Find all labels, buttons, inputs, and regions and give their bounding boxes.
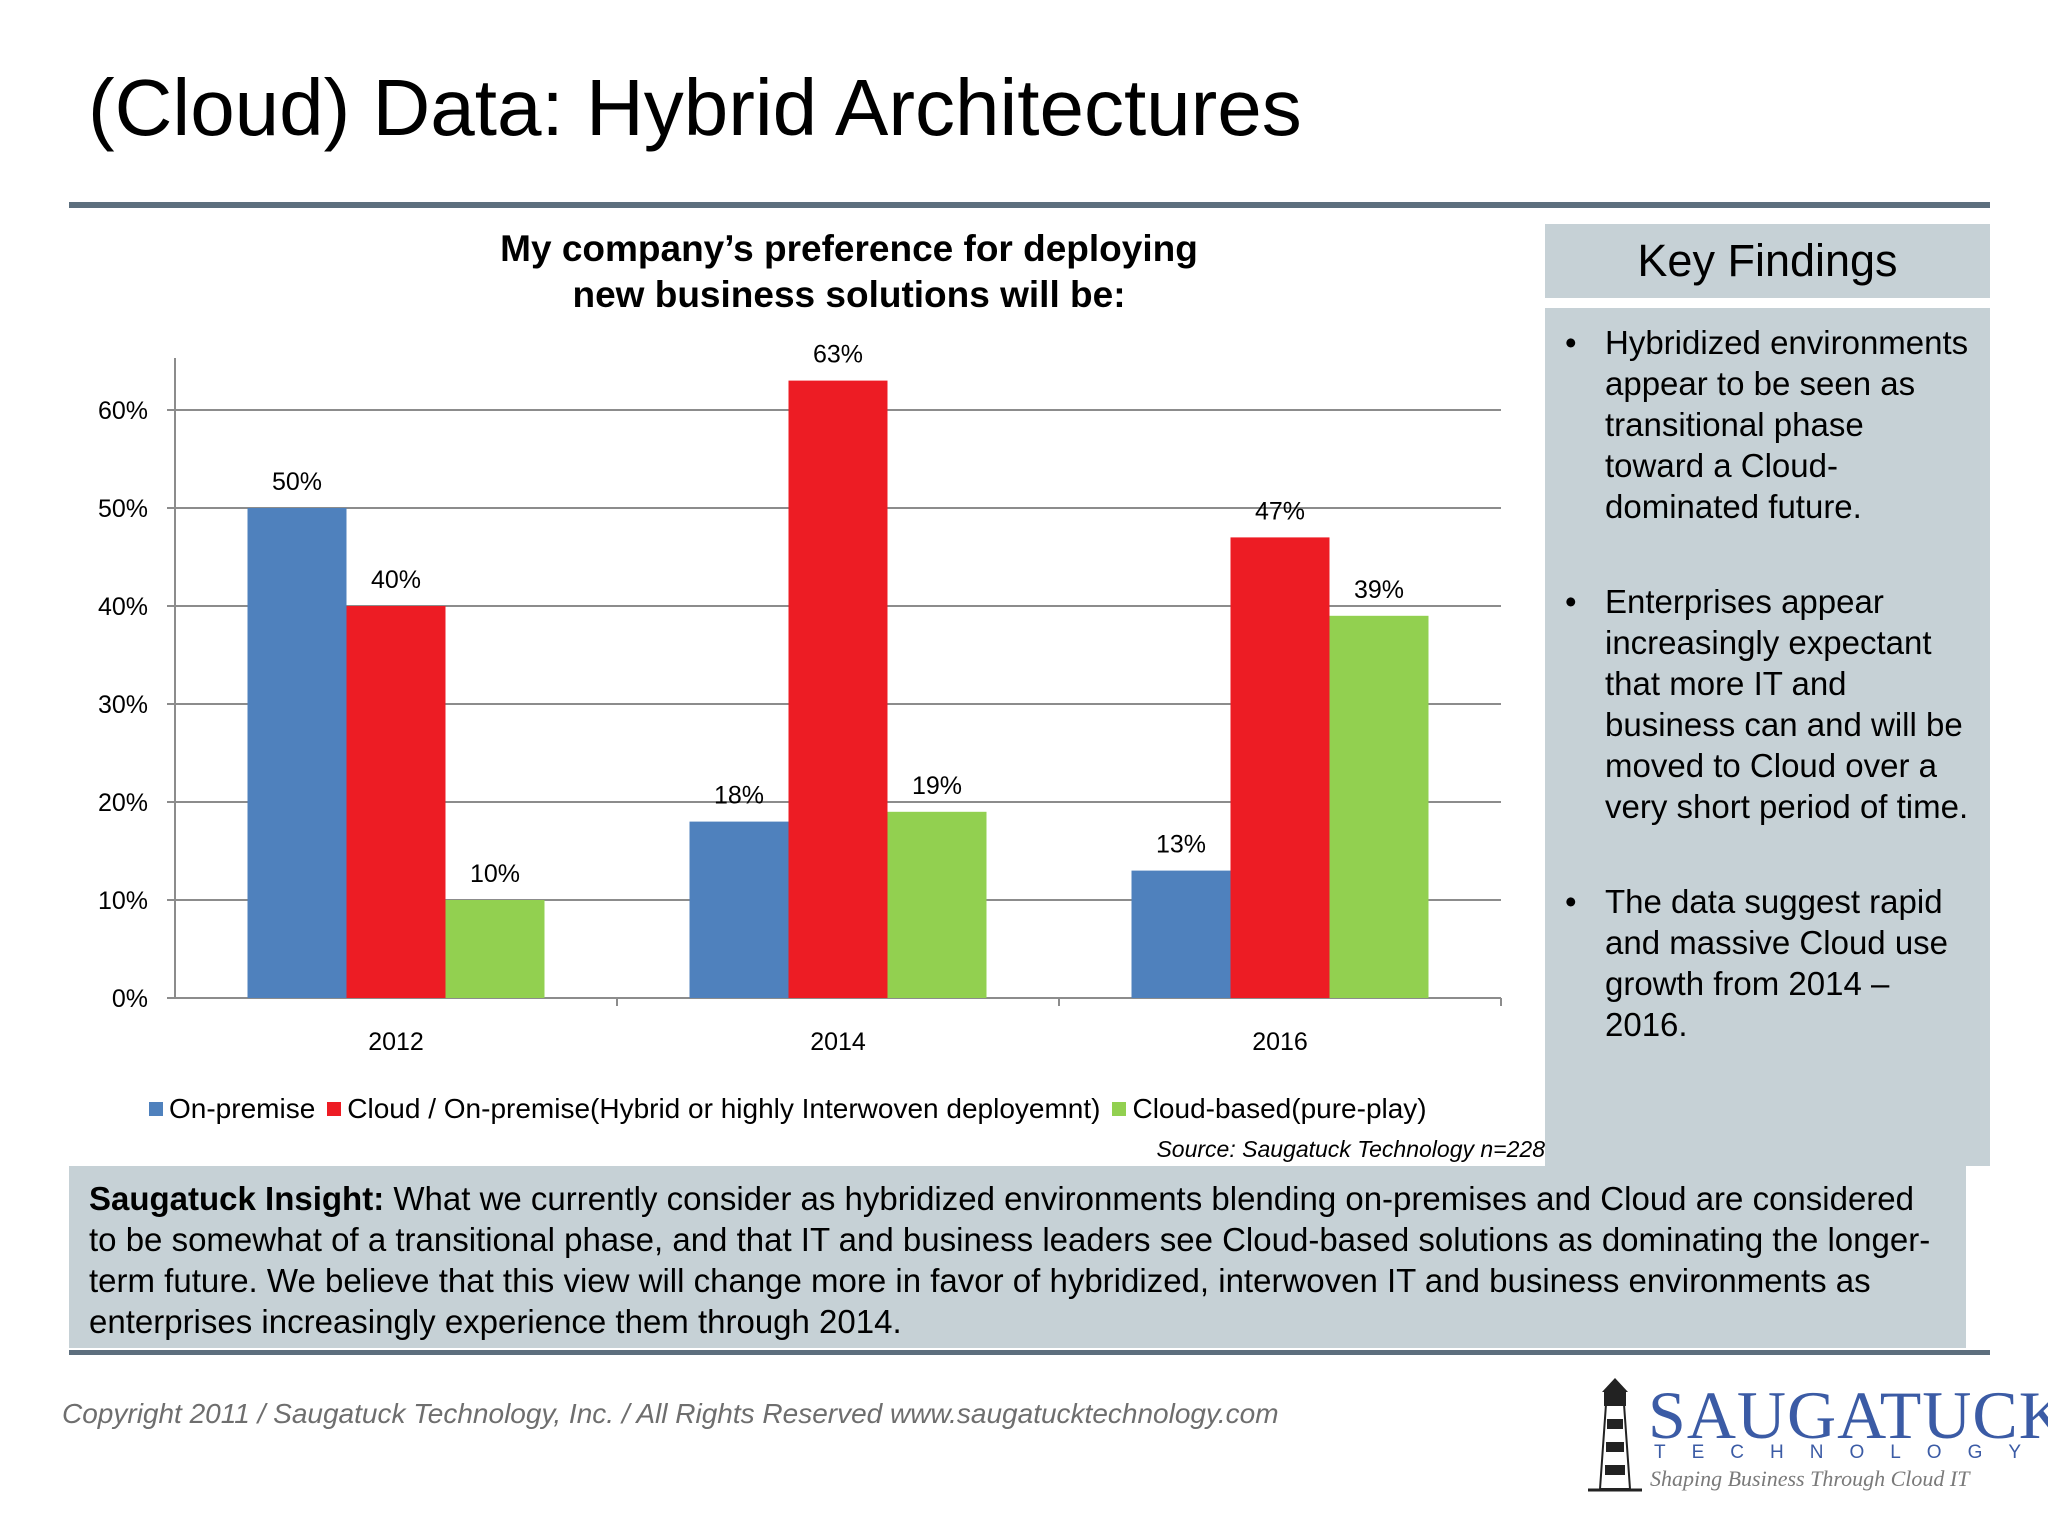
finding-item: • Enterprises appear increasingly expecta… — [1565, 581, 1970, 827]
data-label: 18% — [714, 782, 764, 810]
y-tick-label: 20% — [98, 789, 148, 817]
legend-item: Cloud-based(pure-play) — [1112, 1093, 1427, 1125]
y-tick-label: 30% — [98, 691, 148, 719]
slide-title: (Cloud) Data: Hybrid Architectures — [88, 63, 1302, 152]
bar — [1131, 870, 1231, 998]
bullet-icon: • — [1565, 883, 1577, 920]
legend-swatch — [1112, 1102, 1127, 1116]
data-label: 63% — [813, 341, 863, 369]
legend-item: Cloud / On-premise(Hybrid or highly Inte… — [327, 1093, 1100, 1125]
x-tick-label: 2014 — [810, 1028, 866, 1056]
legend-label: Cloud-based(pure-play) — [1132, 1093, 1427, 1124]
chart-legend: On-premise Cloud / On-premise(Hybrid or h… — [149, 1093, 1439, 1125]
legend-item: On-premise — [149, 1093, 315, 1125]
finding-item: • Hybridized environments appear to be se… — [1565, 322, 1970, 527]
legend-label: On-premise — [169, 1093, 316, 1124]
logo-wordmark: SAUGATUCK — [1648, 1377, 2048, 1453]
legend-swatch — [327, 1102, 342, 1116]
title-divider — [69, 202, 1990, 208]
key-findings-panel: • Hybridized environments appear to be se… — [1545, 308, 1990, 1166]
data-label: 40% — [371, 566, 421, 594]
bar — [1230, 537, 1330, 998]
lighthouse-icon — [1588, 1378, 1642, 1492]
key-findings-header: Key Findings — [1545, 224, 1990, 298]
insight-label: Saugatuck Insight: — [89, 1180, 385, 1217]
logo-tagline: Shaping Business Through Cloud IT — [1650, 1466, 1970, 1491]
bar — [247, 508, 347, 998]
x-tick-label: 2016 — [1252, 1028, 1308, 1056]
y-tick-label: 60% — [98, 397, 148, 425]
y-tick-label: 10% — [98, 887, 148, 915]
data-label: 39% — [1354, 576, 1404, 604]
finding-item: • The data suggest rapid and massive Clou… — [1565, 881, 1970, 1045]
x-tick-label: 2012 — [368, 1028, 424, 1056]
bar — [788, 380, 888, 999]
insight-box: Saugatuck Insight: What we currently con… — [69, 1166, 1966, 1348]
finding-text: Hybridized environments appear to be see… — [1605, 324, 1969, 525]
chart-area: My company’s preference for deploying ne… — [69, 218, 1545, 1166]
insight-divider — [69, 1350, 1990, 1355]
bar — [445, 900, 545, 998]
insight-text: What we currently consider as hybridized… — [89, 1180, 1931, 1340]
bar — [1329, 615, 1429, 998]
finding-text: Enterprises appear increasingly expectan… — [1605, 583, 1969, 825]
data-label: 13% — [1156, 831, 1206, 859]
bar — [346, 606, 446, 998]
finding-text: The data suggest rapid and massive Cloud… — [1605, 883, 1949, 1043]
chart-title-line-2: new business solutions will be: — [572, 274, 1126, 315]
chart-title-line-1: My company’s preference for deploying — [500, 228, 1198, 269]
data-label: 19% — [912, 772, 962, 800]
chart-source: Source: Saugatuck Technology n=228 — [1156, 1136, 1545, 1162]
bar-chart: 0% 10% 20% 30% 40% 50% 60% 50% 40% 10% 2012 18% 63% 1… — [98, 341, 1502, 1056]
data-label: 10% — [470, 860, 520, 888]
key-findings-list: • Hybridized environments appear to be se… — [1545, 308, 1990, 1045]
legend-swatch — [149, 1102, 163, 1116]
bar — [887, 811, 987, 998]
data-label: 50% — [272, 468, 322, 496]
data-label: 47% — [1255, 497, 1305, 525]
logo-subtitle: TECHNOLOGY — [1654, 1442, 2048, 1463]
bullet-icon: • — [1565, 324, 1577, 361]
y-tick-label: 40% — [98, 593, 148, 621]
legend-label: Cloud / On-premise(Hybrid or highly Inte… — [347, 1093, 1101, 1124]
bullet-icon: • — [1565, 583, 1577, 620]
y-tick-label: 50% — [98, 495, 148, 523]
company-logo: SAUGATUCK TECHNOLOGY Shaping Business Th… — [1580, 1356, 2048, 1496]
copyright-footer: Copyright 2011 / Saugatuck Technology, I… — [62, 1398, 1279, 1429]
bar — [689, 821, 789, 998]
chart-title: My company’s preference for deploying ne… — [69, 226, 1629, 318]
y-tick-label: 0% — [112, 985, 148, 1013]
